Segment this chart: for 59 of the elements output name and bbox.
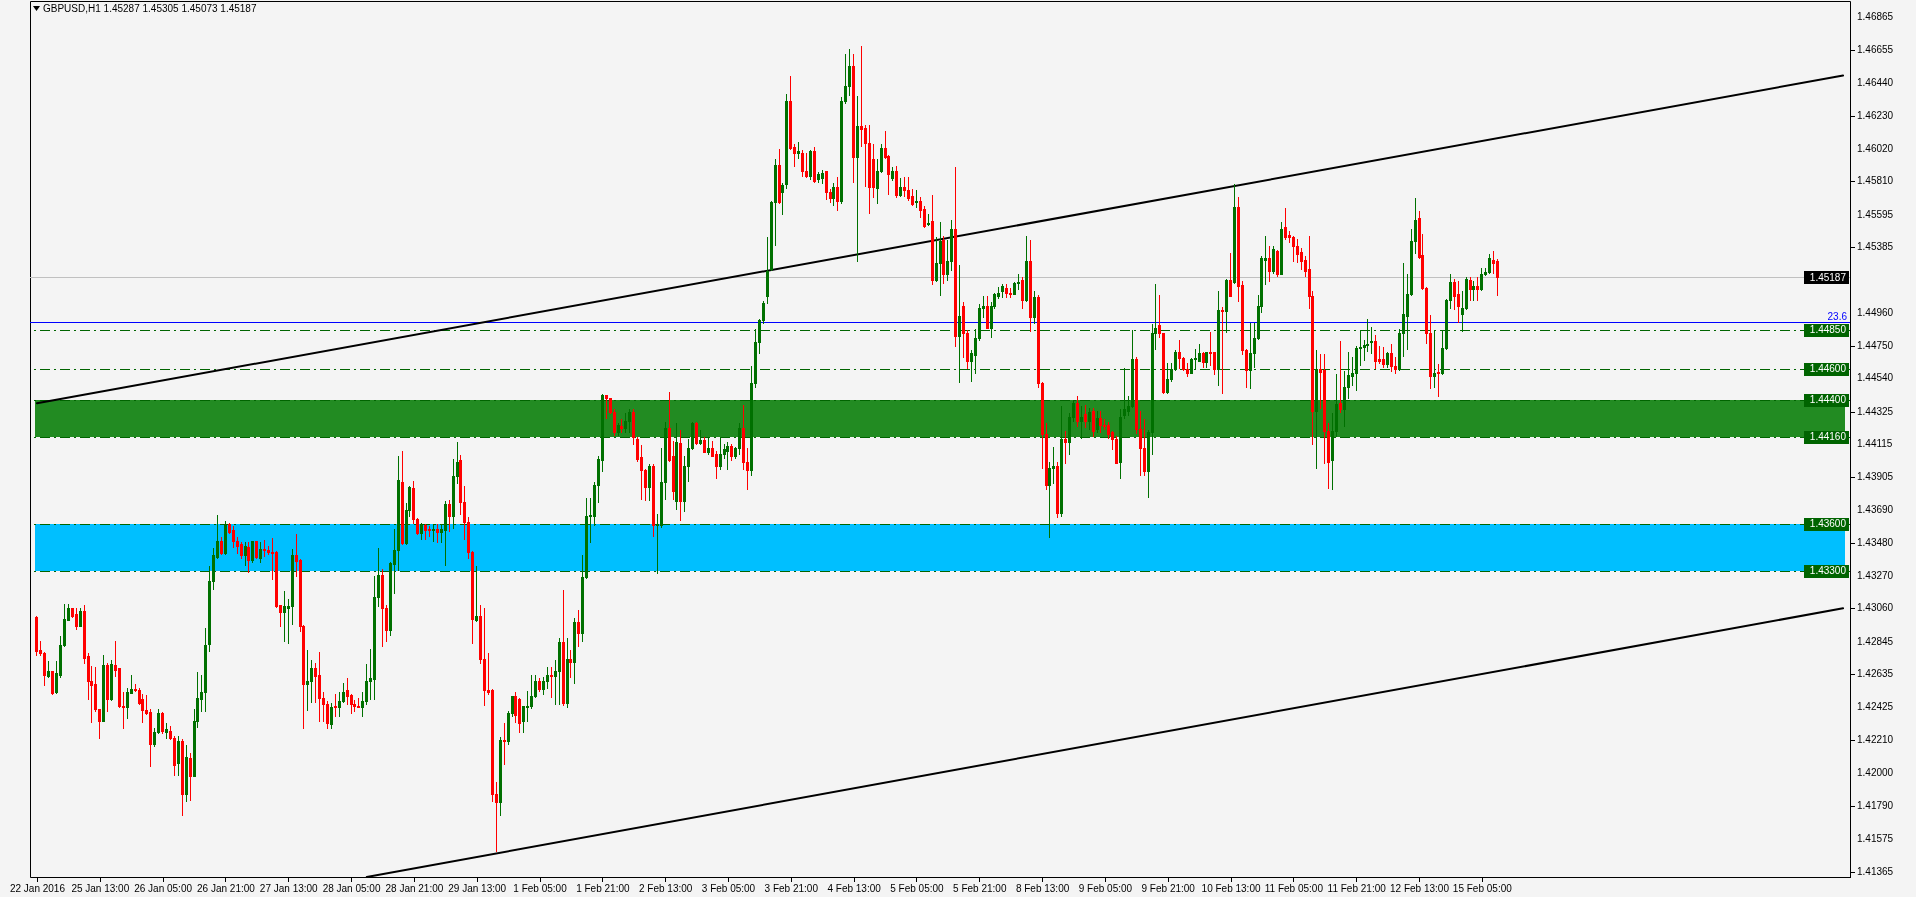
- y-tick-label: 1.41365: [1857, 865, 1894, 877]
- y-tick-label: 1.44750: [1857, 339, 1894, 351]
- x-tick-label: 9 Feb 21:00: [1141, 882, 1196, 894]
- x-tick-label: 9 Feb 05:00: [1078, 882, 1133, 894]
- y-tick-label: 1.45595: [1857, 208, 1894, 220]
- y-tick-label: 1.44960: [1857, 307, 1894, 319]
- y-tick-label: 1.42635: [1857, 668, 1894, 680]
- ref-line-label: 1.43600: [1809, 518, 1847, 530]
- y-tick-label: 1.42210: [1857, 734, 1894, 746]
- y-tick-label: 1.44540: [1857, 372, 1894, 384]
- y-tick-label: 1.43690: [1857, 504, 1894, 516]
- x-tick-label: 26 Jan 05:00: [134, 882, 193, 894]
- x-tick-label: 5 Feb 05:00: [890, 882, 945, 894]
- x-tick-label: 4 Feb 13:00: [827, 882, 882, 894]
- y-tick-label: 1.44115: [1857, 438, 1893, 450]
- x-tick-label: 25 Jan 13:00: [71, 882, 130, 894]
- y-tick-label: 1.45385: [1857, 241, 1894, 253]
- ref-line-label: 1.44160: [1809, 431, 1847, 443]
- x-tick-label: 5 Feb 21:00: [953, 882, 1007, 894]
- y-tick-label: 1.46655: [1857, 43, 1894, 55]
- y-tick-label: 1.43905: [1857, 471, 1894, 483]
- x-tick-label: 11 Feb 21:00: [1327, 882, 1387, 894]
- x-tick-label: 26 Jan 21:00: [197, 882, 256, 894]
- x-tick-label: 28 Jan 21:00: [385, 882, 444, 894]
- x-tick-label: 29 Jan 13:00: [448, 882, 507, 894]
- y-tick-label: 1.46020: [1857, 142, 1894, 154]
- y-tick-label: 1.43060: [1857, 602, 1894, 614]
- y-tick-label: 1.41575: [1857, 832, 1894, 844]
- x-tick-label: 10 Feb 13:00: [1201, 882, 1261, 894]
- ref-line-label: 1.44850: [1809, 324, 1847, 336]
- y-tick-label: 1.43270: [1857, 569, 1894, 581]
- ref-line-label: 1.43300: [1809, 565, 1847, 577]
- y-tick-label: 1.45810: [1857, 175, 1894, 187]
- y-tick-label: 1.46865: [1857, 11, 1894, 23]
- x-tick-label: 15 Feb 05:00: [1452, 882, 1513, 894]
- y-tick-label: 1.46440: [1857, 77, 1894, 89]
- x-tick-label: 28 Jan 05:00: [322, 882, 381, 894]
- y-tick-label: 1.42425: [1857, 700, 1894, 712]
- x-tick-label: 11 Feb 05:00: [1264, 882, 1324, 894]
- x-tick-label: 22 Jan 2016: [9, 882, 66, 894]
- y-tick-label: 1.41790: [1857, 799, 1894, 811]
- ref-line-label: 1.44400: [1809, 394, 1847, 406]
- x-tick-label: 12 Feb 13:00: [1390, 882, 1450, 894]
- chart-title: GBPUSD,H1 1.45287 1.45305 1.45073 1.45187: [43, 3, 257, 14]
- x-tick-label: 8 Feb 13:00: [1015, 882, 1070, 894]
- y-tick-label: 1.43480: [1857, 537, 1894, 549]
- x-tick-label: 2 Feb 13:00: [638, 882, 693, 894]
- ref-line-label: 1.45187: [1809, 271, 1847, 283]
- x-tick-label: 1 Feb 21:00: [576, 882, 630, 894]
- x-tick-label: 27 Jan 13:00: [259, 882, 319, 894]
- annotation: 23.6: [1827, 310, 1848, 322]
- x-tick-label: 1 Feb 05:00: [513, 882, 568, 894]
- y-tick-label: 1.44325: [1857, 405, 1894, 417]
- y-tick-label: 1.42000: [1857, 766, 1894, 778]
- x-tick-label: 3 Feb 05:00: [701, 882, 756, 894]
- x-tick-label: 3 Feb 21:00: [764, 882, 819, 894]
- ref-line-label: 1.44600: [1809, 363, 1847, 375]
- y-tick-label: 1.46230: [1857, 109, 1894, 121]
- y-tick-label: 1.42845: [1857, 635, 1894, 647]
